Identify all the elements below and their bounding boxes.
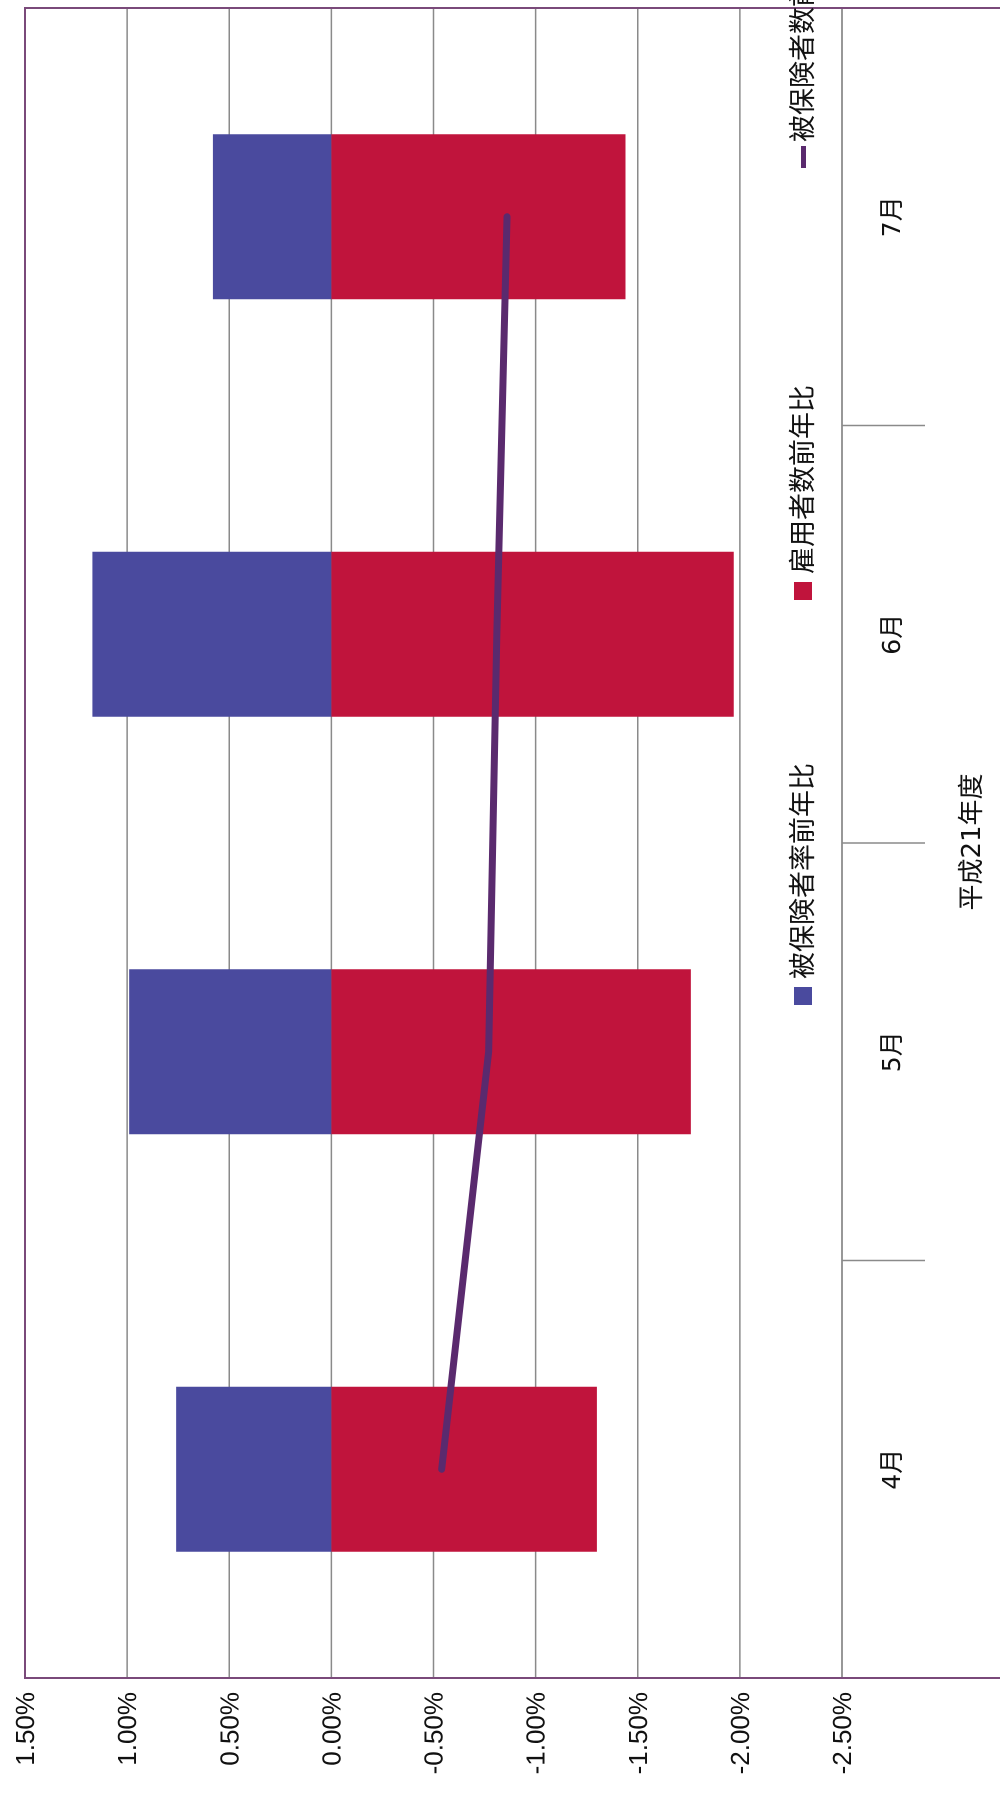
legend-swatch — [801, 146, 806, 168]
y-tick-label: -1.50% — [623, 1692, 653, 1774]
category-labels: 4月 5月 6月 7月 — [877, 196, 906, 1489]
y-tick-label: -1.00% — [521, 1692, 551, 1774]
bar — [331, 1386, 597, 1552]
legend-entry: 雇用者数前年比 — [788, 385, 819, 600]
y-tick-labels: 1.50% 1.00% 0.50% 0.00% -0.50% -1.00% -1.50% -2… — [10, 1692, 857, 1774]
bar — [212, 134, 332, 300]
x-axis-title: 平成21年度 — [957, 773, 987, 910]
legend-label: 被保険者率前年比 — [788, 763, 819, 979]
y-tick-label: -0.50% — [419, 1692, 449, 1774]
bar — [331, 134, 626, 300]
legend-entry: 被保険者数前年比 — [788, 0, 819, 168]
plot-frame — [24, 7, 1000, 1679]
y-tick-label: 0.50% — [214, 1692, 244, 1766]
y-tick-label: 0.00% — [316, 1692, 346, 1766]
bar — [331, 969, 691, 1135]
y-tick-label: -2.00% — [725, 1692, 755, 1774]
bar — [331, 551, 734, 717]
legend-swatch — [794, 987, 812, 1005]
legend-label: 被保険者数前年比 — [788, 0, 819, 142]
bars — [92, 134, 734, 1552]
y-tick-label: 1.50% — [10, 1692, 40, 1766]
category-label: 7月 — [877, 196, 906, 237]
legend-label: 雇用者数前年比 — [788, 385, 819, 574]
bar — [92, 551, 332, 717]
category-label: 6月 — [877, 614, 906, 655]
series-line — [438, 213, 511, 1473]
bar — [176, 1386, 332, 1552]
category-label: 5月 — [877, 1031, 906, 1072]
legend: 被保険者率前年比 雇用者数前年比 被保険者数前年比 — [788, 0, 819, 1005]
category-label: 4月 — [877, 1449, 906, 1490]
legend-entry: 被保険者率前年比 — [788, 763, 819, 1005]
y-tick-label: -2.50% — [827, 1692, 857, 1774]
bar — [129, 969, 332, 1135]
legend-swatch — [794, 582, 812, 600]
y-tick-label: 1.00% — [112, 1692, 142, 1766]
line-series — [438, 213, 511, 1473]
